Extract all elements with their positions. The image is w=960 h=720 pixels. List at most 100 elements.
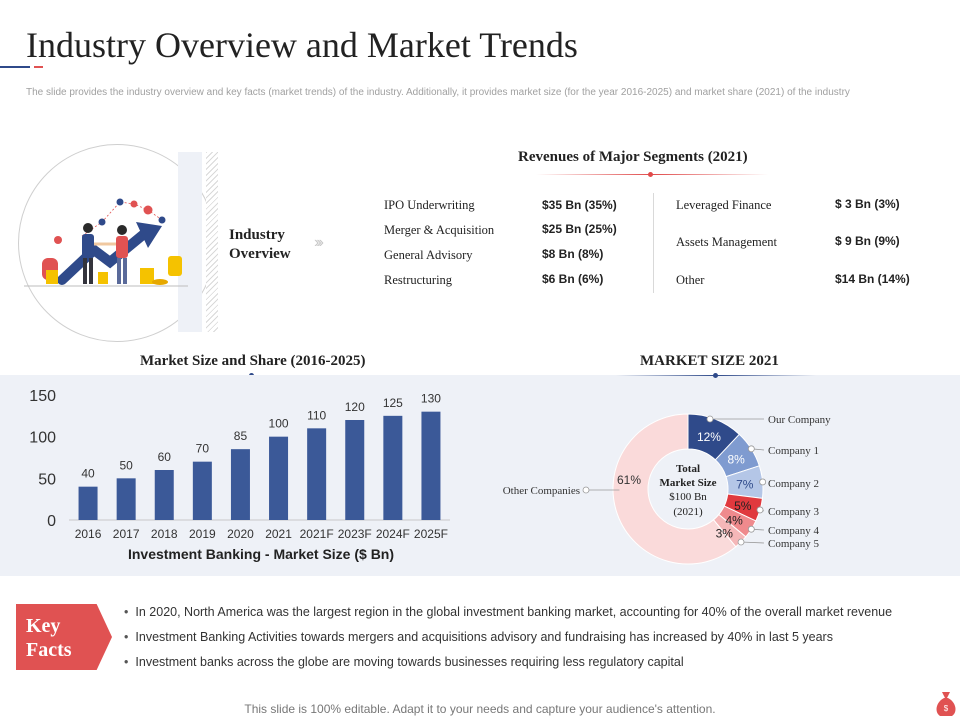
x-tick-label: 2021F — [300, 527, 334, 541]
key-fact-text: Investment banks across the globe are mo… — [135, 655, 684, 669]
slice-percent-label: 3% — [716, 526, 734, 540]
bar-value-label: 130 — [421, 392, 441, 406]
leader-dot — [737, 538, 745, 546]
segment-value: $6 Bn (6%) — [542, 272, 604, 286]
bar — [78, 486, 98, 520]
leader-dot — [759, 478, 767, 486]
bar-value-label: 60 — [158, 450, 172, 464]
revenues-title: Revenues of Major Segments (2021) — [518, 149, 748, 165]
bar-value-label: 70 — [196, 442, 210, 456]
bar-value-label: 50 — [119, 458, 133, 472]
donut-center-label: (2021) — [673, 506, 703, 518]
donut-center-label: Total — [676, 463, 700, 475]
legend-label: Company 4 — [768, 525, 820, 537]
segment-name: Assets Management — [676, 235, 778, 249]
slice-percent-label: 8% — [727, 452, 745, 466]
leader-dot — [582, 486, 590, 494]
bar — [230, 449, 250, 520]
money-bag-icon: $ — [936, 692, 956, 716]
business-handshake-growth-icon — [24, 198, 188, 287]
bullet: • — [124, 655, 129, 669]
segment-name: Leveraged Finance — [676, 198, 772, 212]
legend-label: Other Companies — [503, 485, 580, 497]
segment-value: $ 3 Bn (3%) — [835, 197, 900, 211]
x-tick-label: 2019 — [189, 527, 216, 541]
bar-value-label: 125 — [383, 396, 403, 410]
key-facts-badge — [16, 604, 112, 670]
leader-line — [741, 541, 765, 544]
y-tick-label: 100 — [29, 430, 56, 447]
slice-percent-label: 5% — [734, 499, 752, 513]
bar — [192, 461, 212, 520]
key-fact-item: • Investment Banking Activities towards m… — [124, 630, 833, 644]
key-facts-label-line2: Facts — [26, 639, 72, 661]
segment-name: General Advisory — [384, 248, 473, 262]
legend-label: Our Company — [768, 414, 831, 426]
bar — [269, 436, 289, 520]
page-subtitle: The slide provides the industry overview… — [26, 87, 850, 98]
revenues-column-separator — [653, 193, 654, 293]
key-fact-text: In 2020, North America was the largest r… — [135, 605, 893, 619]
segment-name: IPO Underwriting — [384, 198, 475, 212]
x-tick-label: 2020 — [227, 527, 254, 541]
donut-center-label: Market Size — [659, 477, 716, 489]
bullet: • — [124, 630, 129, 644]
y-tick-label: 150 — [29, 388, 56, 405]
bar-value-label: 85 — [234, 429, 248, 443]
overview-hatch-strip — [206, 152, 218, 332]
industry-overview-label: Industry Overview — [229, 227, 291, 262]
leader-dot — [747, 445, 755, 453]
key-fact-item: • In 2020, North America was the largest … — [124, 605, 892, 619]
segment-value: $ 9 Bn (9%) — [835, 234, 900, 248]
legend-label: Company 1 — [768, 445, 819, 457]
leader-dot — [756, 506, 764, 514]
donut-chart-title: MARKET SIZE 2021 — [640, 353, 779, 369]
bar-chart-title: Market Size and Share (2016-2025) — [140, 353, 366, 369]
x-tick-label: 2025F — [414, 527, 448, 541]
slice-percent-label: 61% — [617, 473, 641, 487]
segment-value: $8 Bn (8%) — [542, 247, 604, 261]
segment-name: Merger & Acquisition — [384, 223, 495, 237]
segment-value: $14 Bn (14%) — [835, 272, 910, 286]
legend-label: Company 2 — [768, 478, 819, 490]
key-facts-label-line1: Key — [26, 615, 61, 637]
key-facts-label: Key Facts — [26, 614, 96, 662]
x-tick-label: 2016 — [75, 527, 102, 541]
donut-center-label: $100 Bn — [669, 491, 707, 503]
x-tick-label: 2024F — [376, 527, 410, 541]
donut-chart-title-dot — [713, 373, 718, 378]
slice-percent-label: 7% — [736, 478, 754, 492]
y-tick-label: 50 — [38, 471, 56, 488]
footer-note: This slide is 100% editable. Adapt it to… — [244, 702, 716, 716]
y-tick-label: 0 — [47, 513, 56, 530]
legend-label: Company 3 — [768, 506, 820, 518]
x-tick-label: 2018 — [151, 527, 178, 541]
bar — [421, 411, 441, 520]
segment-value: $25 Bn (25%) — [542, 222, 617, 236]
bar — [307, 428, 327, 520]
chevrons-right-icon: ››› — [314, 234, 324, 251]
x-tick-label: 2023F — [338, 527, 372, 541]
revenues-divider-dot — [648, 172, 653, 177]
title-underline — [0, 66, 43, 68]
donut-slice — [612, 413, 737, 565]
page-title: Industry Overview and Market Trends — [26, 25, 578, 65]
key-fact-text: Investment Banking Activities towards me… — [135, 630, 833, 644]
x-tick-label: 2021 — [265, 527, 292, 541]
leader-dot — [747, 525, 755, 533]
svg-text:$: $ — [944, 704, 949, 713]
x-axis-title: Investment Banking - Market Size ($ Bn) — [128, 546, 394, 562]
segment-name: Other — [676, 273, 705, 287]
overview-strip — [178, 152, 202, 332]
bar-value-label: 120 — [345, 400, 365, 414]
market-size-bar-chart: 0 50 100 150 40 2016 50 2017 60 2018 70 2019 85 2020 1… — [29, 388, 450, 562]
bar — [116, 478, 136, 520]
bar — [154, 470, 174, 520]
bullet: • — [124, 605, 129, 619]
bar — [383, 415, 403, 520]
segment-value: $35 Bn (35%) — [542, 198, 617, 212]
slice-percent-label: 12% — [697, 430, 721, 444]
legend-label: Company 5 — [768, 538, 820, 550]
bar — [345, 420, 365, 520]
segment-name: Restructuring — [384, 273, 453, 287]
